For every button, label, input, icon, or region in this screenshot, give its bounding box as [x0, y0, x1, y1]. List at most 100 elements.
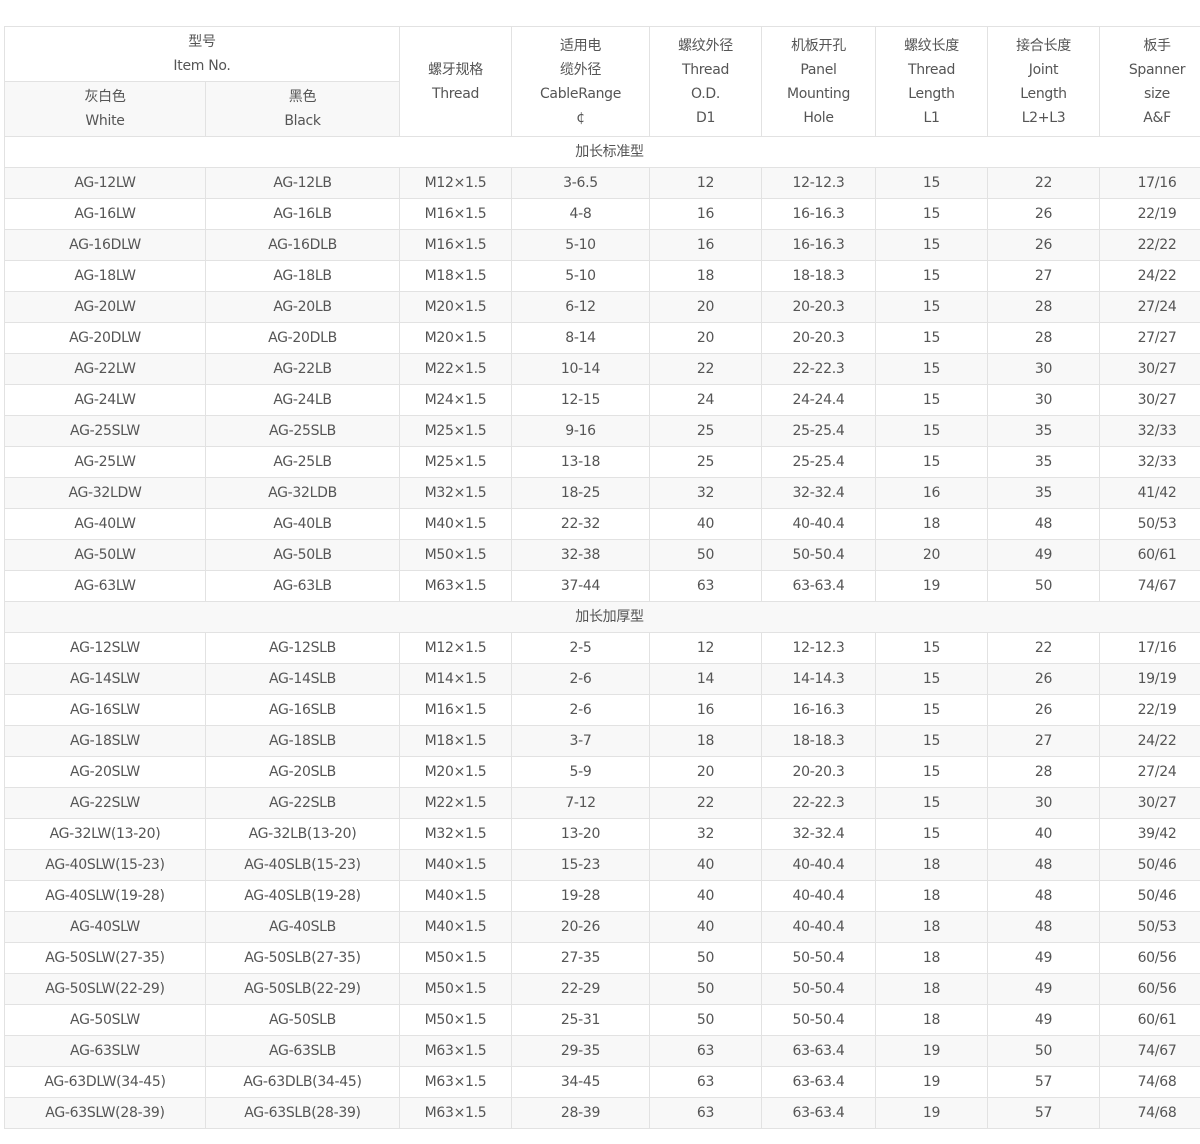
- cell-spanner-size: 30/27: [1099, 353, 1200, 385]
- cell-thread: M63×1.5: [399, 570, 513, 602]
- cell-thread-length: 15: [875, 446, 989, 478]
- cell-cable-range: 13-18: [511, 446, 651, 478]
- header-line: 接合长度: [1016, 37, 1071, 54]
- table-row: AG-50SLW(22-29) AG-50SLB(22-29) M50×1.5 22-…: [4, 973, 1200, 1005]
- cell-white-model: AG-32LDW: [4, 477, 206, 509]
- cell-white-model: AG-63DLW(34-45): [4, 1066, 206, 1098]
- cell-thread-od: 14: [649, 663, 763, 695]
- cell-thread-length: 16: [875, 477, 989, 509]
- cell-cable-range: 5-9: [511, 756, 651, 788]
- cell-spanner-size: 39/42: [1099, 818, 1200, 850]
- cell-thread: M12×1.5: [399, 632, 513, 664]
- cell-cable-range: 22-32: [511, 508, 651, 540]
- header-item-no: 型号 Item No.: [3, 26, 401, 82]
- header-thread: 螺牙规格 Thread: [399, 26, 513, 137]
- cell-cable-range: 20-26: [511, 911, 651, 943]
- header-line: CableRange: [539, 85, 622, 102]
- cell-cable-range: 3-6.5: [511, 167, 651, 199]
- cell-thread-od: 16: [649, 694, 763, 726]
- cell-white-model: AG-18LW: [4, 260, 206, 292]
- cell-thread-length: 15: [875, 260, 989, 292]
- cell-spanner-size: 74/67: [1099, 1035, 1200, 1067]
- cell-thread-od: 12: [649, 167, 763, 199]
- cell-cable-range: 6-12: [511, 291, 651, 323]
- section-row: 加长标准型: [3, 136, 1200, 168]
- cell-panel-hole: 12-12.3: [761, 167, 877, 199]
- cell-white-model: AG-12LW: [4, 167, 206, 199]
- cell-thread: M16×1.5: [399, 694, 513, 726]
- cell-panel-hole: 24-24.4: [761, 384, 877, 416]
- cell-panel-hole: 40-40.4: [761, 849, 877, 881]
- header-line: 板手: [1143, 37, 1171, 54]
- cell-panel-hole: 20-20.3: [761, 291, 877, 323]
- cell-joint-length: 48: [987, 880, 1101, 912]
- header-line: ¢: [576, 109, 585, 126]
- cell-joint-length: 27: [987, 725, 1101, 757]
- cell-spanner-size: 50/46: [1099, 880, 1200, 912]
- header-line: 缆外径: [559, 61, 602, 78]
- cell-black-model: AG-20DLB: [204, 322, 401, 354]
- cell-white-model: AG-50SLW(22-29): [4, 973, 206, 1005]
- cell-thread: M14×1.5: [399, 663, 513, 695]
- table-row: AG-14SLW AG-14SLB M14×1.5 2-6 14 14-14.3 15 26 1…: [4, 663, 1200, 695]
- cell-black-model: AG-32LB(13-20): [204, 818, 401, 850]
- cell-thread-od: 32: [649, 477, 763, 509]
- header-line: 机板开孔: [791, 37, 846, 54]
- section-title: 加长标准型: [3, 136, 1200, 168]
- cell-joint-length: 50: [987, 1035, 1101, 1067]
- cell-thread-od: 22: [649, 787, 763, 819]
- cell-panel-hole: 22-22.3: [761, 787, 877, 819]
- header-joint-length: 接合长度 Joint Length L2+L3: [987, 26, 1101, 137]
- cell-thread-od: 18: [649, 725, 763, 757]
- cell-joint-length: 57: [987, 1097, 1101, 1129]
- table-row: AG-25SLW AG-25SLB M25×1.5 9-16 25 25-25.4 15 35…: [4, 415, 1200, 447]
- cell-white-model: AG-22LW: [4, 353, 206, 385]
- cell-joint-length: 48: [987, 508, 1101, 540]
- cell-thread-length: 15: [875, 291, 989, 323]
- cell-spanner-size: 60/56: [1099, 973, 1200, 1005]
- table-row: AG-40SLW AG-40SLB M40×1.5 20-26 40 40-40.4 18 4…: [4, 911, 1200, 943]
- cell-thread-length: 15: [875, 787, 989, 819]
- cell-panel-hole: 16-16.3: [761, 229, 877, 261]
- cell-black-model: AG-22LB: [204, 353, 401, 385]
- cell-white-model: AG-16LW: [4, 198, 206, 230]
- header-cable-range: 适用电 缆外径 CableRange ¢: [511, 26, 651, 137]
- cell-white-model: AG-63LW: [4, 570, 206, 602]
- cell-black-model: AG-16DLB: [204, 229, 401, 261]
- cell-white-model: AG-20SLW: [4, 756, 206, 788]
- cell-cable-range: 34-45: [511, 1066, 651, 1098]
- cell-thread-length: 19: [875, 1097, 989, 1129]
- header-line: Panel: [800, 61, 837, 78]
- cell-thread-od: 50: [649, 1004, 763, 1036]
- cell-black-model: AG-14SLB: [204, 663, 401, 695]
- cell-joint-length: 28: [987, 322, 1101, 354]
- cell-spanner-size: 74/67: [1099, 570, 1200, 602]
- header-line: 适用电: [559, 37, 602, 54]
- cell-cable-range: 2-5: [511, 632, 651, 664]
- cell-white-model: AG-40SLW(19-28): [4, 880, 206, 912]
- header-thread-od: 螺纹外径 Thread O.D. D1: [649, 26, 763, 137]
- cell-spanner-size: 50/46: [1099, 849, 1200, 881]
- cell-spanner-size: 30/27: [1099, 787, 1200, 819]
- cell-spanner-size: 32/33: [1099, 446, 1200, 478]
- cell-black-model: AG-63SLB(28-39): [204, 1097, 401, 1129]
- table-row: AG-40SLW(15-23) AG-40SLB(15-23) M40×1.5 15-…: [4, 849, 1200, 881]
- table-row: AG-63DLW(34-45) AG-63DLB(34-45) M63×1.5 34-…: [4, 1066, 1200, 1098]
- table-row: AG-20DLW AG-20DLB M20×1.5 8-14 20 20-20.3 15 28…: [4, 322, 1200, 354]
- cell-spanner-size: 60/61: [1099, 1004, 1200, 1036]
- cell-thread-od: 24: [649, 384, 763, 416]
- cell-thread: M50×1.5: [399, 942, 513, 974]
- header-white-en: White: [85, 113, 125, 129]
- cell-black-model: AG-40SLB(15-23): [204, 849, 401, 881]
- cell-thread-length: 19: [875, 1066, 989, 1098]
- cell-panel-hole: 32-32.4: [761, 477, 877, 509]
- table-row: AG-16LW AG-16LB M16×1.5 4-8 16 16-16.3 15 26 22/…: [4, 198, 1200, 230]
- cell-black-model: AG-40SLB: [204, 911, 401, 943]
- header-line: Joint: [1028, 61, 1059, 78]
- cell-white-model: AG-24LW: [4, 384, 206, 416]
- header-line: size: [1144, 85, 1170, 102]
- cell-black-model: AG-25SLB: [204, 415, 401, 447]
- cell-panel-hole: 32-32.4: [761, 818, 877, 850]
- cell-thread: M20×1.5: [399, 322, 513, 354]
- cell-black-model: AG-22SLB: [204, 787, 401, 819]
